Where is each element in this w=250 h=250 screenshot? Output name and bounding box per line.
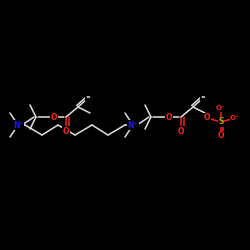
Text: O: O (166, 112, 172, 122)
Text: S: S (218, 118, 224, 126)
Text: O⁻: O⁻ (216, 105, 226, 111)
Text: =: = (86, 96, 90, 100)
Text: O: O (218, 132, 224, 140)
Text: O⁻: O⁻ (230, 115, 240, 121)
Text: O: O (63, 126, 69, 136)
Text: O: O (204, 114, 210, 122)
Text: O: O (51, 112, 57, 122)
Text: N⁺: N⁺ (13, 120, 23, 130)
Text: O: O (178, 126, 184, 136)
Text: =: = (201, 96, 205, 100)
Text: N⁺: N⁺ (128, 120, 138, 130)
